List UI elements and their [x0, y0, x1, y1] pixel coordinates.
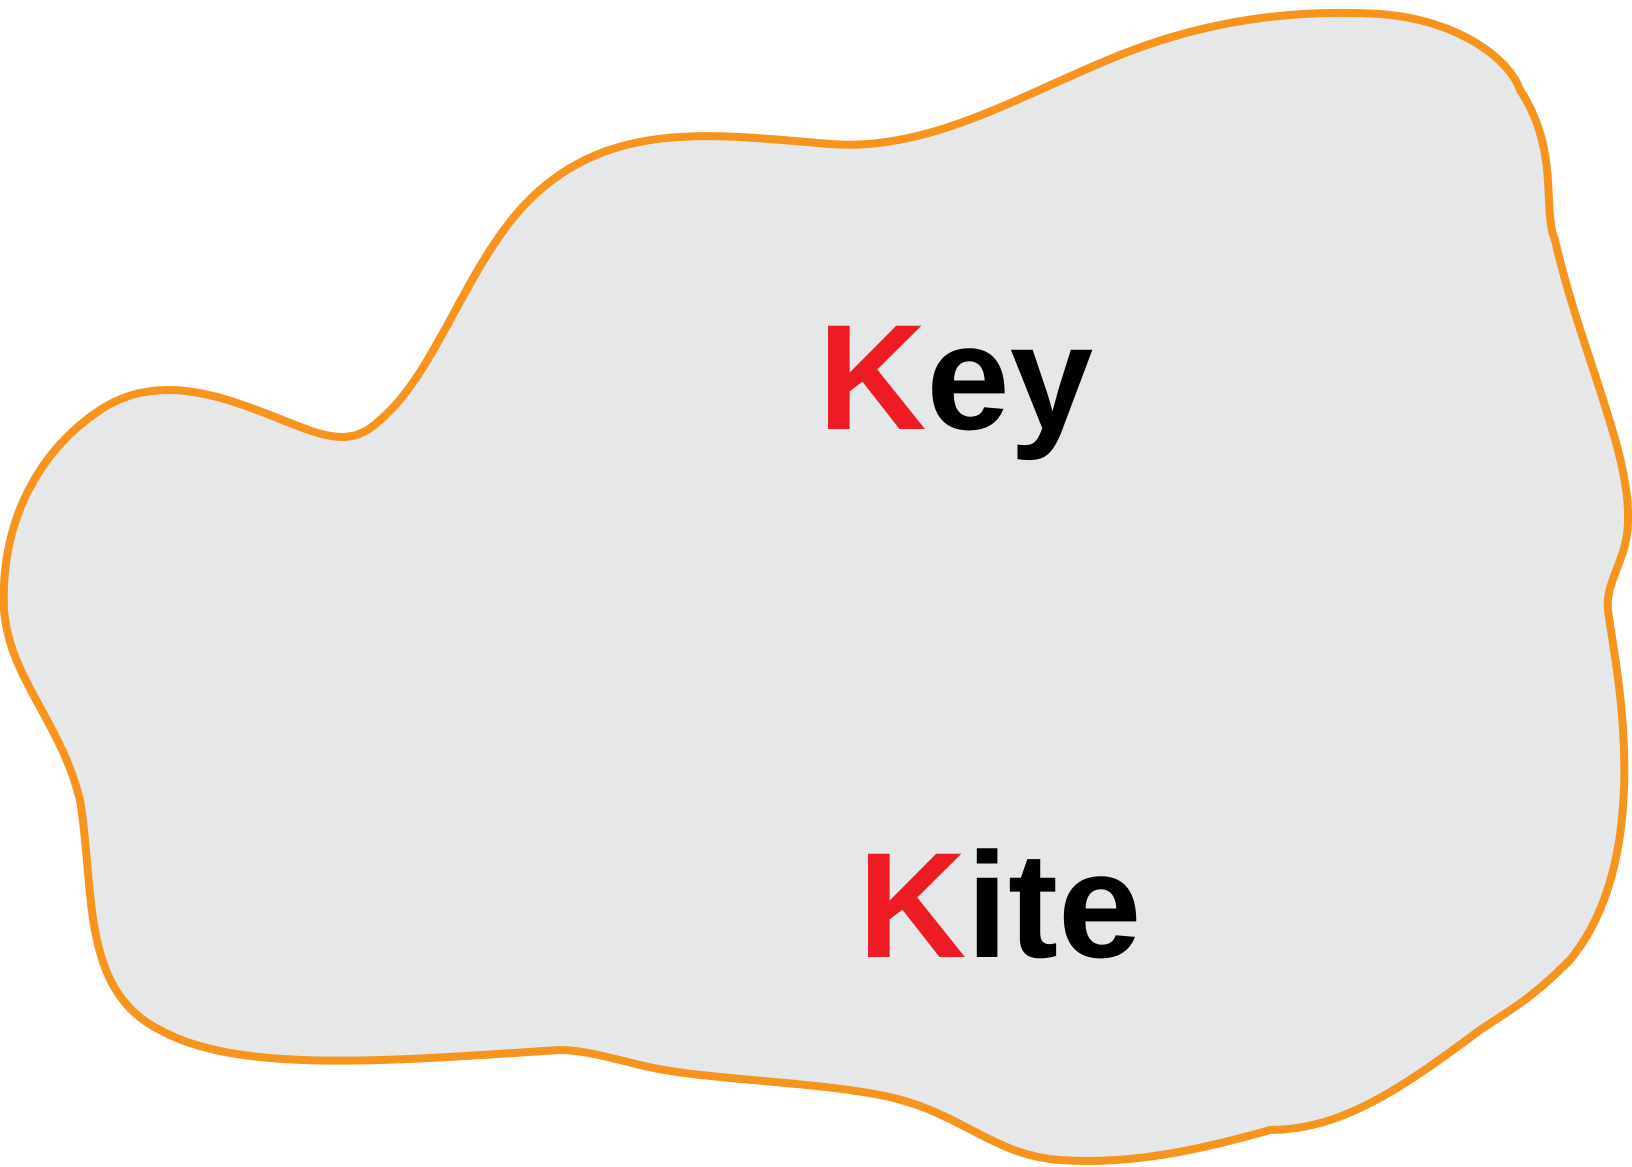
word-key-initial-letter: K — [818, 293, 927, 461]
word-kite-initial-letter: K — [858, 821, 967, 989]
blob-shape — [0, 8, 1632, 1165]
word-kite-rest-letters: ite — [966, 821, 1142, 989]
word-key: Key — [818, 302, 1093, 452]
word-key-rest-letters: ey — [926, 293, 1094, 461]
word-kite: Kite — [858, 830, 1141, 980]
